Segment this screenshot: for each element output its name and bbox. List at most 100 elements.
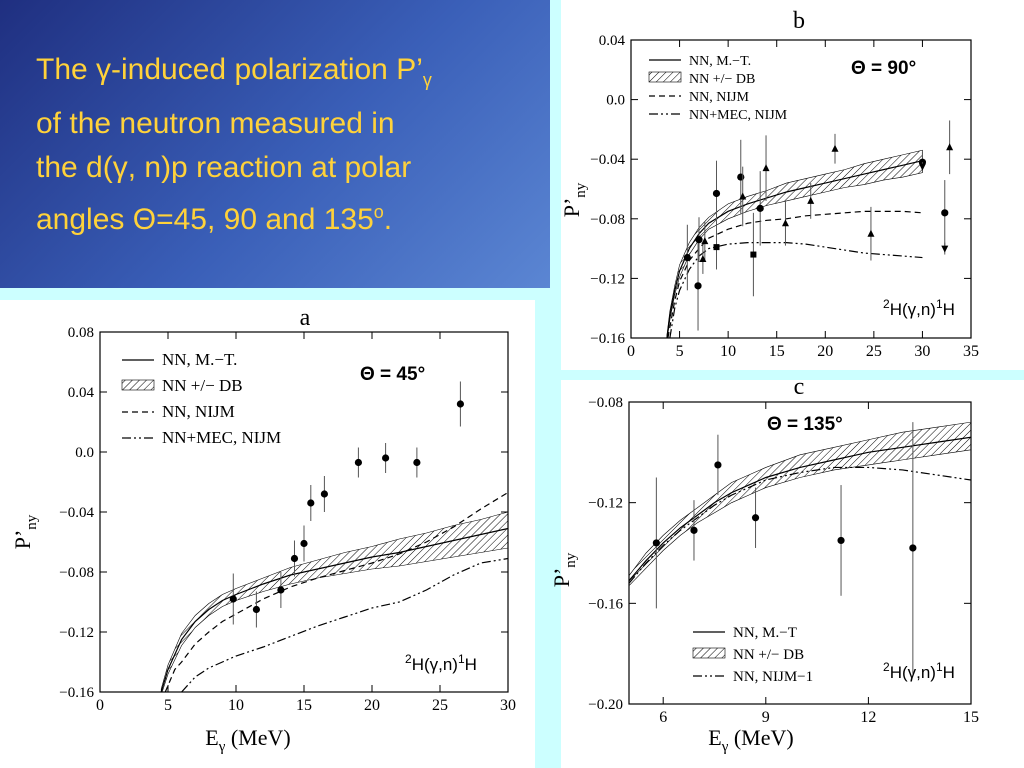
series-line-dashdot [669, 242, 923, 338]
data-point [909, 544, 917, 552]
y-tick-label: −0.08 [590, 212, 625, 228]
reaction-sup-product: 1 [936, 297, 943, 311]
reaction-body: H(γ,n) [412, 655, 458, 674]
data-point [867, 229, 875, 237]
reaction-sup-mass: 2 [883, 660, 890, 674]
title-line1: The γ-induced polarization P’γ [36, 53, 432, 90]
data-point [946, 143, 954, 151]
chart-panel-c: 6 9 12 15 −0.20 −0.16 −0.12 −0.08 NN, M.−T NN +/−… [549, 374, 1024, 768]
data-point [300, 539, 308, 548]
data-point [941, 245, 949, 253]
x-tick-label: 20 [817, 343, 833, 360]
data-point [320, 490, 328, 498]
y-axis-label: P’ny [559, 182, 589, 217]
x-axis-unit: (MeV) [225, 725, 290, 750]
data-point [413, 458, 421, 467]
data-point [290, 554, 299, 563]
reaction-sup-mass: 2 [405, 652, 412, 666]
reaction-sup-product: 1 [936, 660, 943, 674]
data-point [762, 164, 770, 172]
chart-b-svg: 0 5 10 15 20 25 30 35 −0.16 −0.12 −0.08 −0.04 0.0 0.0… [559, 8, 979, 360]
y-tick-label: −0.08 [59, 565, 94, 581]
series-band-db [160, 511, 508, 692]
x-axis-symbol: E [708, 725, 721, 750]
title-line4-text: angles Θ=45, 90 and 135 [36, 203, 374, 236]
data-point [699, 255, 707, 263]
x-tick-label: 30 [500, 697, 516, 714]
chart-a-svg: 0 5 10 15 20 25 30 −0.16 −0.12 −0.08 −0.04 0.0 0.04 0… [10, 305, 516, 755]
data-point [277, 586, 285, 594]
title-box: The γ-induced polarization P’γ of the ne… [0, 0, 550, 288]
series-line-dashdot [629, 466, 971, 584]
data-point [695, 236, 703, 244]
x-axis-subscript: γ [218, 739, 226, 755]
chart-c-frame [628, 401, 972, 705]
x-tick-label: 0 [96, 697, 104, 714]
x-tick-label: 6 [659, 709, 667, 726]
x-axis-label: Eγ (MeV) [708, 725, 793, 755]
reaction-product: H [943, 663, 955, 682]
legend-label: NN, M.−T. [162, 350, 237, 369]
data-point [781, 219, 789, 227]
title-line3: the d(γ, n)p reaction at polar [36, 151, 412, 184]
x-tick-label: 15 [296, 697, 312, 714]
angle-label: Θ = 45° [360, 364, 425, 385]
data-point [837, 536, 845, 545]
data-point [456, 400, 464, 408]
y-axis-label: P’ny [10, 514, 40, 549]
series-band-db [629, 421, 971, 587]
data-point [307, 499, 315, 507]
legend-label: NN +/− DB [162, 376, 243, 395]
reaction-product: H [943, 300, 955, 319]
data-point [807, 196, 815, 204]
data-point [683, 253, 691, 262]
data-point [252, 605, 260, 614]
chart-panel-b: 0 5 10 15 20 25 30 35 −0.16 −0.12 −0.08 −0.04 0.0 0.0… [559, 0, 1024, 370]
data-point [712, 189, 721, 198]
slide-title: The γ-induced polarization P’γ of the ne… [36, 48, 536, 242]
legend-label: NN, NIJM [162, 402, 235, 421]
y-tick-label: 0.04 [68, 385, 95, 401]
y-axis-subscript: ny [563, 552, 579, 568]
series-line-dashed [164, 491, 508, 692]
chart-b-frame [630, 39, 972, 339]
legend-label: NN +/− DB [689, 72, 755, 87]
x-tick-label: 25 [432, 697, 448, 714]
title-line4-sup: o [373, 202, 384, 222]
y-tick-label: −0.20 [588, 697, 623, 713]
title-line1-text: The γ-induced polarization P’ [36, 53, 423, 86]
reaction-sup-product: 1 [458, 652, 465, 666]
x-tick-label: 0 [627, 343, 635, 360]
legend-label: NN, NIJM−1 [733, 669, 813, 685]
data-point [690, 526, 698, 534]
data-point [918, 163, 926, 171]
data-point [941, 209, 949, 217]
y-tick-label: 0.0 [75, 445, 94, 461]
legend-swatch-hatch [121, 379, 155, 391]
title-line1-sub: γ [422, 70, 432, 90]
data-point [737, 173, 745, 181]
reaction-body: H(γ,n) [890, 663, 936, 682]
y-axis-subscript: ny [24, 514, 40, 530]
x-axis-symbol: E [205, 725, 218, 750]
chart-panel-a: 0 5 10 15 20 25 30 −0.16 −0.12 −0.08 −0.04 0.0 0.04 0… [0, 300, 535, 768]
data-point [714, 461, 722, 469]
y-axis-label: P’ny [549, 552, 579, 587]
data-point [354, 458, 362, 467]
y-tick-label: −0.12 [59, 625, 94, 641]
angle-label: Θ = 135° [767, 414, 843, 435]
legend-swatch-hatch [692, 647, 726, 659]
y-tick-label: −0.16 [588, 596, 623, 612]
x-tick-label: 5 [676, 343, 684, 360]
x-tick-label: 5 [164, 697, 172, 714]
y-tick-label: 0.08 [68, 325, 94, 341]
panel-letter: c [794, 374, 805, 400]
legend-label: NN +/− DB [733, 647, 804, 663]
y-tick-label: −0.04 [590, 152, 625, 168]
legend-label: NN, NIJM [689, 90, 749, 105]
reaction-body: H(γ,n) [890, 300, 936, 319]
y-tick-label: −0.04 [59, 505, 94, 521]
x-tick-label: 20 [364, 697, 380, 714]
x-axis-unit: (MeV) [728, 725, 793, 750]
chart-c-curves [629, 421, 971, 587]
